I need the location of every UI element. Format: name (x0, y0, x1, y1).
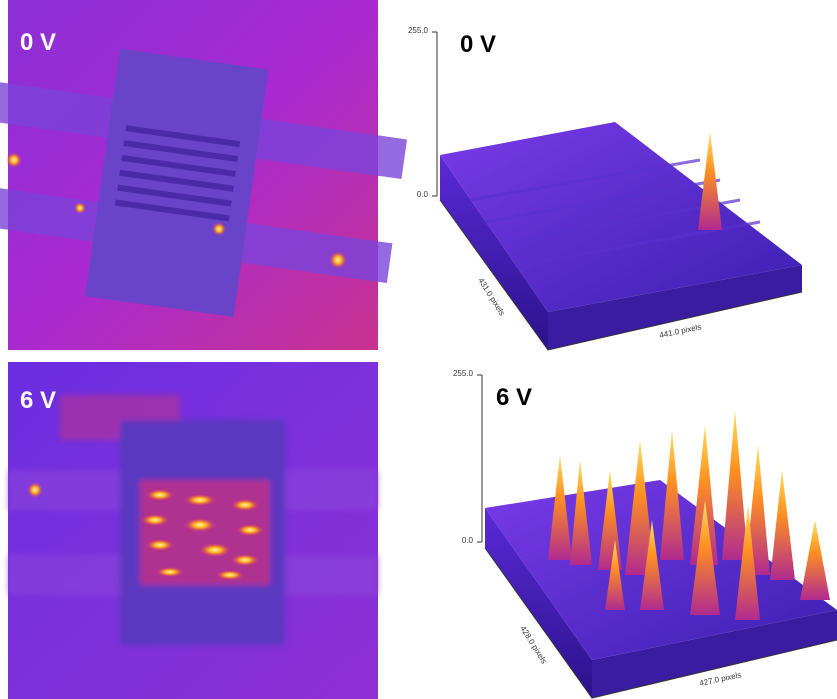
x-axis-label: 427.0 pixels (699, 670, 743, 688)
surface-plot-6v: 255.0 0.0 428.0 pixels 427.0 pixels 6 V (453, 369, 837, 699)
panel-label: 0 V (460, 31, 496, 58)
x-axis-label: 441.0 pixels (659, 322, 703, 340)
z-max-label: 255.0 (408, 26, 429, 35)
z-max-label: 255.0 (453, 369, 474, 378)
z-min-label: 0.0 (462, 536, 474, 545)
panel-label: 6 V (20, 387, 56, 414)
panel-label: 6 V (496, 384, 532, 411)
z-min-label: 0.0 (417, 190, 429, 199)
thermal-image-6v: 6 V (8, 362, 378, 699)
surface-plot-0v: 255.0 0.0 431.0 pixels 441.0 pixels 0 V (408, 26, 803, 351)
panel-label: 0 V (20, 29, 56, 56)
thermal-image-0v: 0 V (0, 0, 408, 350)
